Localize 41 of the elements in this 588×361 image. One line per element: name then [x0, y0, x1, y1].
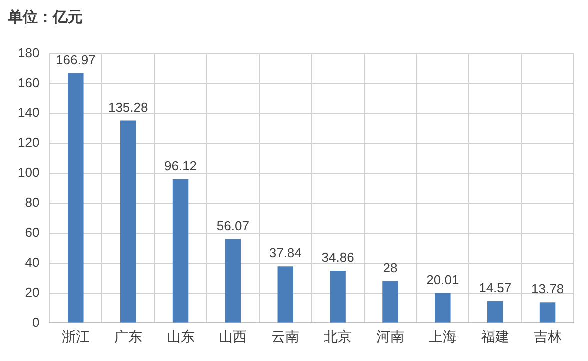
bar [435, 293, 451, 323]
bar [225, 239, 242, 323]
x-tick-label: 山西 [219, 328, 248, 344]
bar [278, 266, 294, 323]
data-label: 37.84 [269, 246, 302, 261]
x-tick-label: 河南 [376, 328, 404, 344]
data-label: 166.97 [56, 52, 96, 68]
y-tick-label: 0 [32, 314, 40, 330]
bar [68, 73, 84, 323]
bar [120, 120, 136, 323]
y-tick-label: 100 [18, 165, 40, 180]
x-tick-label: 山东 [166, 328, 195, 344]
y-tick-label: 80 [25, 195, 40, 210]
data-label: 13.78 [532, 282, 564, 297]
y-tick-label: 60 [25, 224, 40, 240]
y-tick-label: 160 [18, 75, 40, 90]
x-tick-label: 福建 [481, 328, 510, 344]
bar [487, 301, 504, 323]
y-tick-label: 120 [18, 135, 40, 150]
y-tick-label: 140 [18, 105, 40, 120]
x-tick-label: 上海 [428, 328, 457, 344]
bar [540, 302, 556, 323]
bar [330, 271, 346, 323]
data-label: 96.12 [164, 158, 198, 174]
x-tick-label: 北京 [324, 328, 352, 344]
x-tick-label: 吉林 [534, 328, 562, 344]
data-label: 28 [383, 260, 398, 276]
data-label: 14.57 [479, 280, 512, 296]
bar [382, 281, 398, 323]
data-label: 56.07 [216, 218, 250, 234]
y-tick-label: 20 [25, 284, 40, 300]
x-tick-label: 云南 [272, 328, 300, 344]
data-label: 20.01 [426, 272, 460, 288]
x-tick-label: 浙江 [62, 328, 90, 344]
data-label: 135.28 [108, 100, 148, 115]
data-label: 34.86 [322, 250, 354, 266]
bar [172, 179, 189, 323]
y-tick-label: 40 [25, 254, 40, 270]
x-tick-label: 广东 [114, 328, 142, 344]
y-axis-title: 单位：亿元 [8, 8, 84, 28]
y-tick-label: 180 [18, 45, 40, 60]
